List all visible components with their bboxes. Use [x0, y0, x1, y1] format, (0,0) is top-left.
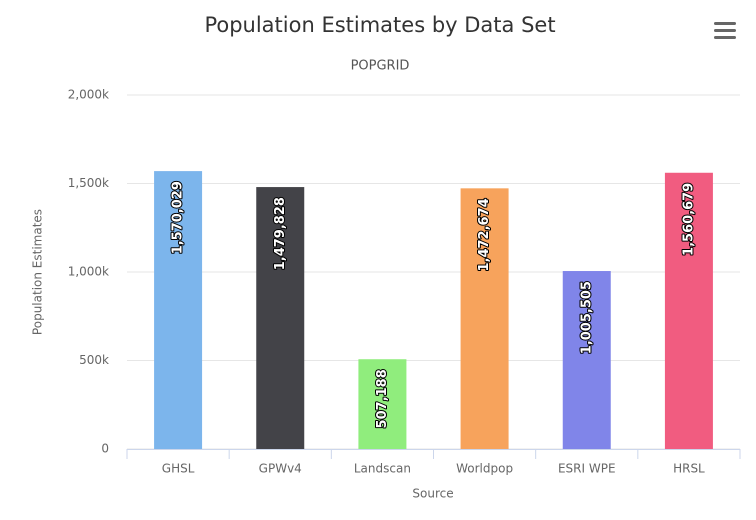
menu-bar [714, 36, 736, 39]
x-tick-label: ESRI WPE [558, 462, 616, 476]
menu-bar [714, 29, 736, 32]
y-tick-label: 2,000k [68, 88, 109, 102]
bar [562, 271, 611, 449]
x-tick-label: GHSL [162, 462, 195, 476]
bar [154, 171, 203, 450]
y-tick-label: 1,000k [68, 265, 109, 279]
chart-subtitle: POPGRID [351, 59, 410, 74]
bar [460, 188, 509, 449]
y-tick-label: 1,500k [68, 176, 109, 190]
data-label: 1,570,029 [171, 181, 186, 254]
chart-title: Population Estimates by Data Set [204, 13, 555, 37]
data-label: 1,560,679 [681, 183, 696, 256]
data-label: 1,479,828 [273, 197, 288, 270]
bar [256, 187, 305, 450]
data-label: 1,005,505 [579, 281, 594, 354]
x-tick-label: GPWv4 [259, 462, 302, 476]
menu-button[interactable] [714, 22, 736, 39]
x-tick-label: Worldpop [456, 462, 513, 476]
x-axis-title: Source [412, 487, 453, 501]
bar [358, 359, 407, 449]
data-label: 1,472,674 [477, 198, 492, 271]
menu-bar [714, 22, 736, 25]
y-tick-label: 0 [101, 442, 109, 456]
x-tick-label: Landscan [354, 462, 411, 476]
y-tick-label: 500k [79, 353, 109, 367]
data-label: 507,188 [375, 369, 390, 428]
y-axis-title: Population Estimates [31, 209, 45, 335]
x-tick-label: HRSL [673, 462, 705, 476]
bar [664, 172, 713, 449]
